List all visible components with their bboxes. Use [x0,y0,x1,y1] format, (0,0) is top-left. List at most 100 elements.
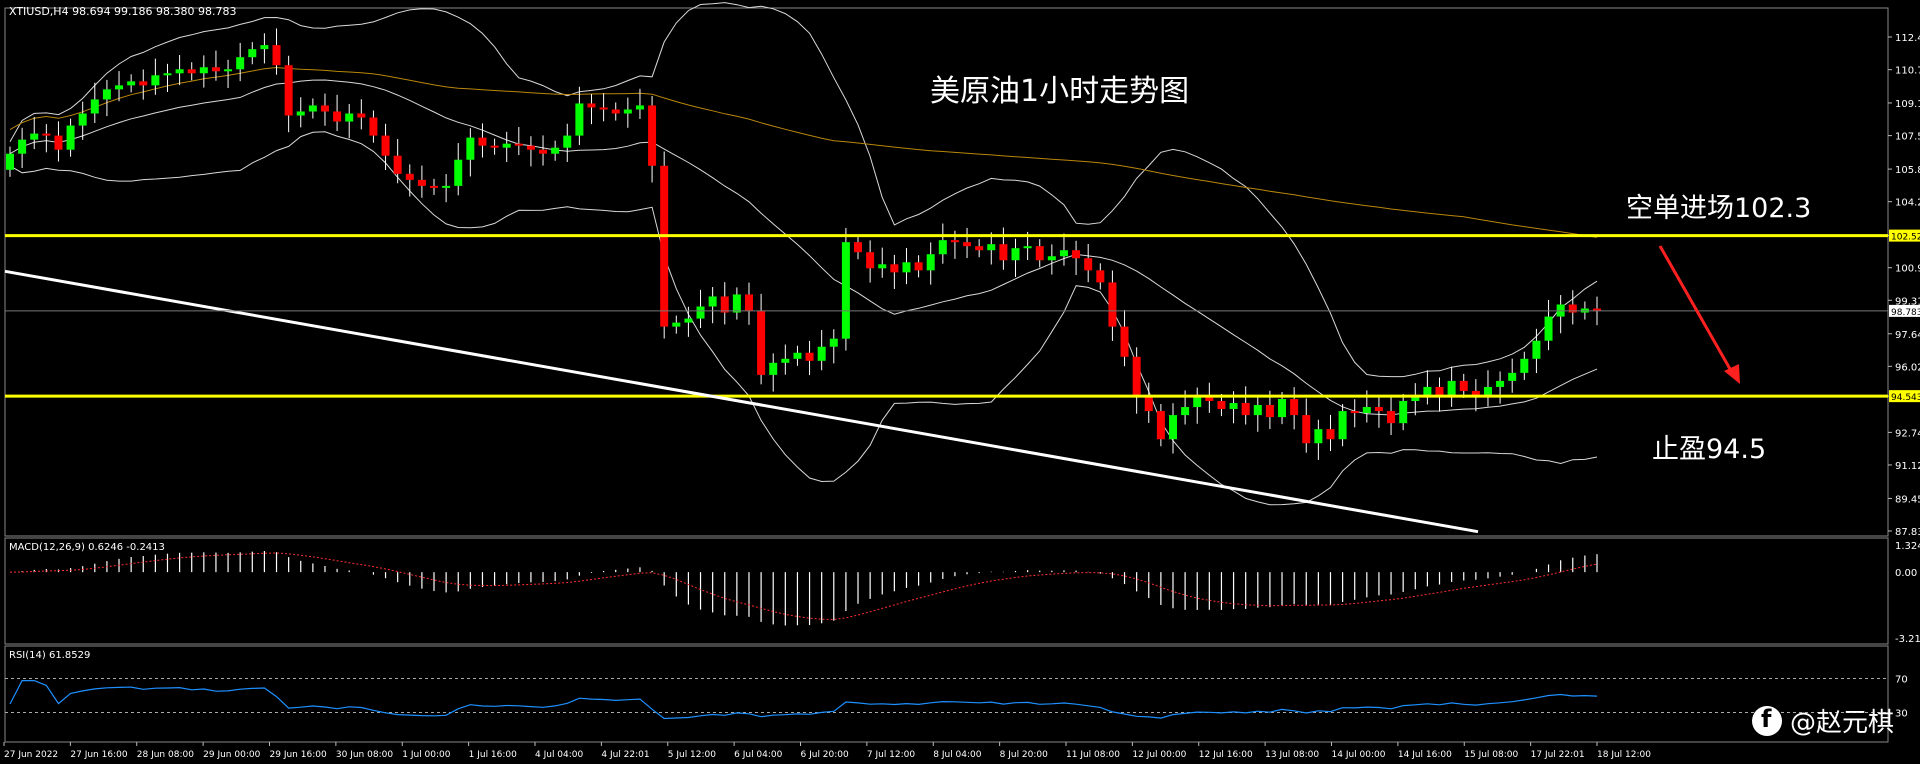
candle-body [127,81,136,86]
candle-body [1011,248,1020,261]
candle-body [1047,256,1056,261]
candle-body [30,133,39,140]
macd-tick-label: 0.00 [1895,568,1917,579]
candle-body [660,165,669,327]
candle-body [611,109,620,114]
candle-body [1253,405,1262,416]
candle-body [1593,308,1601,311]
candle-body [696,306,705,319]
moving-average [9,66,1598,238]
candle-body [320,105,329,112]
candle-body [66,125,75,150]
candle-body [115,85,124,90]
candle-body [1496,380,1505,387]
x-tick-label: 1 Jul 16:00 [469,750,518,760]
candle-body [551,147,560,154]
y-tick-label: 99.310 [1895,296,1920,307]
watermark: @赵元棋 [1790,708,1895,738]
candle-body [1059,250,1068,257]
pane-frame-2 [4,645,1889,743]
candle-body [442,185,451,188]
price-label-box [1889,229,1920,242]
candle-body [1520,358,1529,373]
candle-body [1132,356,1141,397]
candle-body [1096,270,1105,283]
candle-body [963,242,972,247]
candle-body [224,69,233,72]
candle-body [1120,326,1129,357]
candle-body [272,45,281,66]
rsi-label: RSI(14) 61.8529 [9,650,91,661]
candle-body [817,346,826,361]
candle-body [526,145,535,150]
candle-body [1193,396,1202,408]
candle-body [1435,386,1444,395]
y-tick-label: 109.125 [1895,99,1920,110]
candle-body [260,45,269,50]
x-tick-label: 6 Jul 04:00 [734,750,783,760]
horizontal-levels: 102.527 94.543 98.783 [4,229,1920,534]
x-tick-label: 8 Jul 04:00 [933,750,982,760]
x-tick-label: 14 Jul 16:00 [1398,750,1452,760]
facebook-icon: f [1752,705,1782,736]
y-tick-label: 89.455 [1895,494,1920,505]
candle-body [393,155,402,174]
candle-body [369,117,378,136]
candle-body [1229,403,1238,410]
candle-body [430,185,439,188]
candle-body [1241,403,1250,416]
candle-body [1035,246,1044,261]
candlesticks [6,28,1601,460]
candle-body [139,81,148,86]
x-tick-label: 28 Jun 08:00 [137,750,194,760]
candle-body [1156,411,1165,440]
candle-body [381,135,390,156]
candle-body [805,352,814,361]
candle-body [623,109,632,114]
candle-body [1447,380,1456,395]
candle-body [1423,386,1432,395]
macd-label: MACD(12,26,9) 0.6246 -0.2413 [9,542,165,553]
candle-body [502,143,511,148]
x-tick-label: 7 Jul 12:00 [867,750,916,760]
candle-body [587,103,596,108]
candle-body [284,65,293,116]
candle-body [405,173,414,180]
candle-body [454,159,463,186]
pane-frame-1 [4,537,1889,645]
candle-body [151,75,160,86]
candle-body [1278,399,1287,418]
y-tick-label: 92.740 [1895,428,1920,439]
y-tick-label: 104.215 [1895,198,1920,209]
rsi-tick-label: 70 [1895,675,1908,686]
candle-body [1483,386,1492,397]
candle-body [1265,405,1274,418]
candle-body [684,318,693,323]
candle-body [1326,429,1335,440]
candle-body [1338,411,1347,440]
candle-body [90,99,99,114]
x-tick-label: 4 Jul 04:00 [535,750,584,760]
candle-body [769,362,778,375]
candle-body [635,105,644,110]
candle-body [466,137,475,160]
y-tick-label: 100.930 [1895,264,1920,275]
arrow-head-icon [1724,364,1740,384]
candle-body [1362,407,1371,414]
short-entry-annotation: 空单进场102.3 [1626,193,1812,224]
candle-body [42,133,51,136]
take-profit-annotation: 止盈94.5 [1652,434,1767,465]
x-tick-label: 29 Jun 00:00 [203,750,260,760]
y-tick-label: 107.500 [1895,132,1920,143]
macd-signal-line [9,552,1598,621]
x-tick-label: 6 Jul 20:00 [801,750,850,760]
candle-body [18,139,27,154]
candle-body [417,179,426,186]
price-label-box [1889,390,1920,403]
macd-indicator: 1.3241 0.00 -3.2111 [9,541,1920,645]
candle-body [357,113,366,118]
candle-body [54,135,63,150]
candle-body [1568,304,1577,313]
